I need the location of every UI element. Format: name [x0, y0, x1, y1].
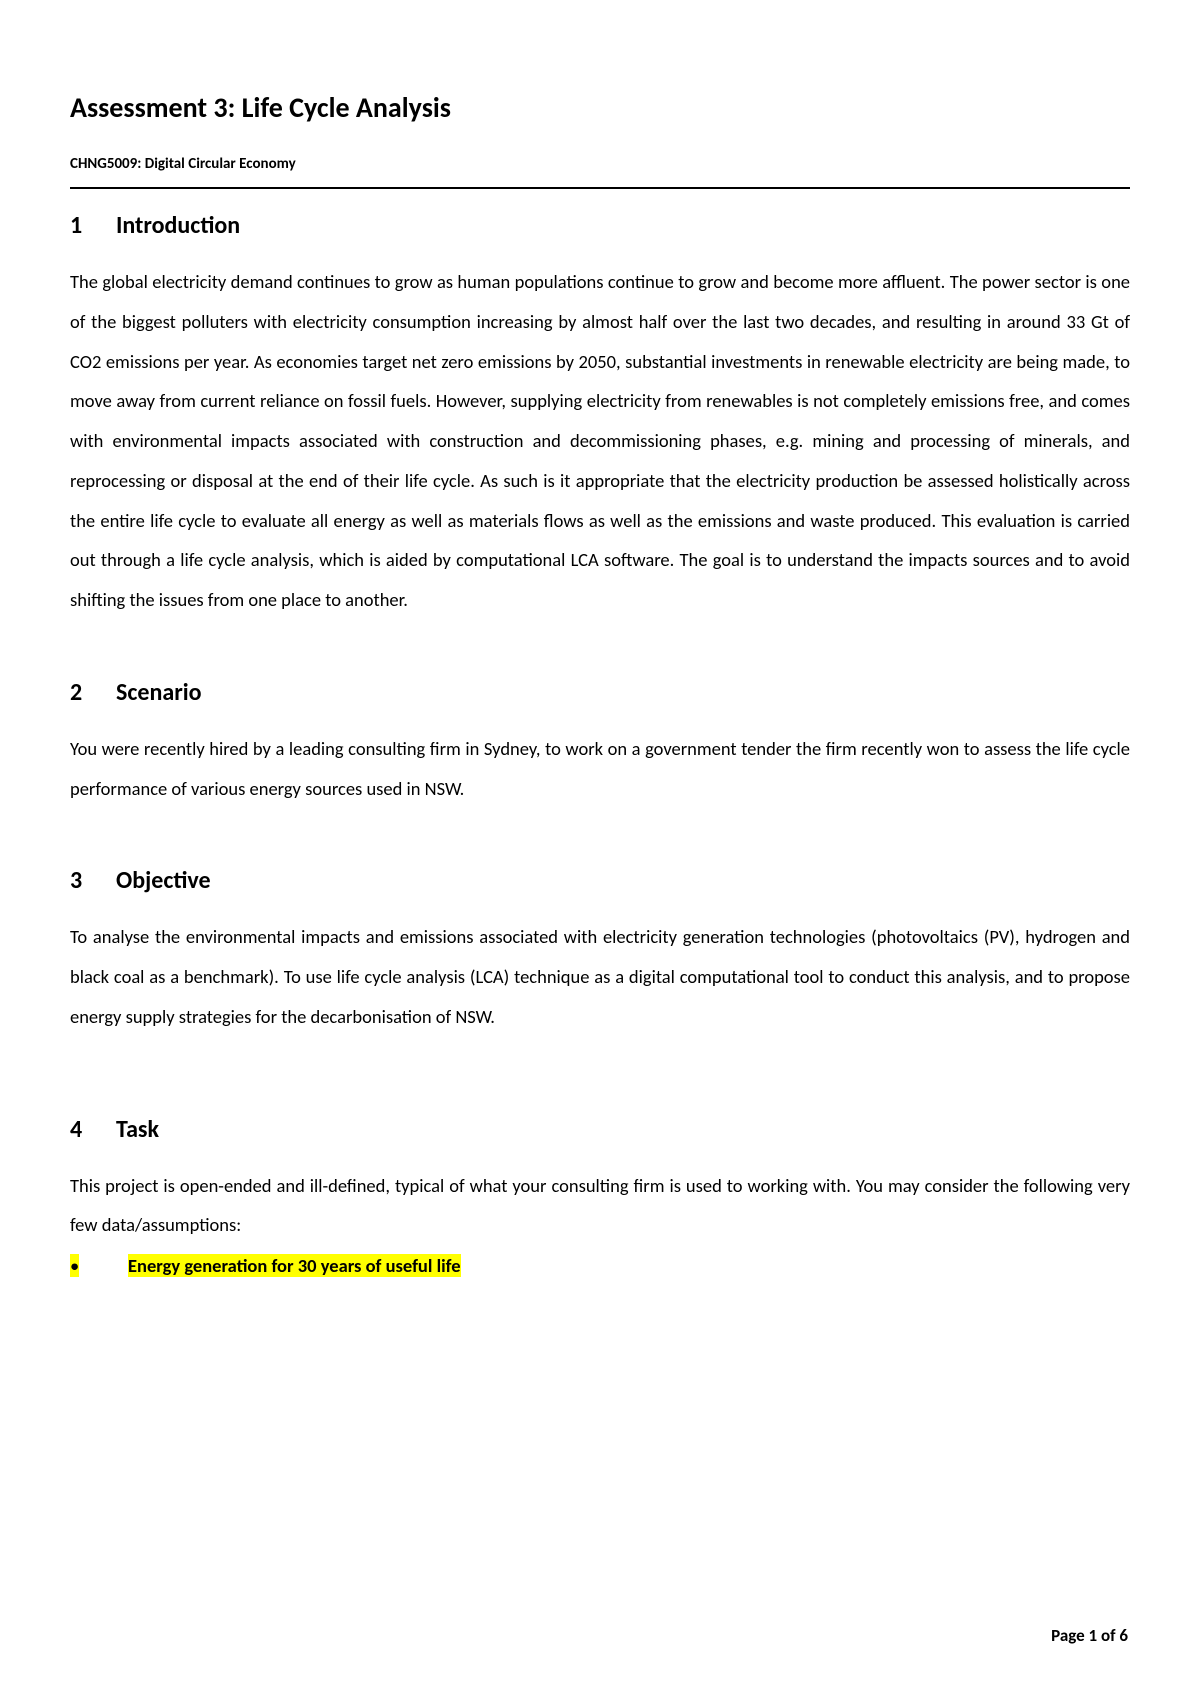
- section-body: The global electricity demand continues …: [70, 262, 1130, 620]
- section-title: Introduction: [116, 211, 240, 240]
- footer-current-page: 1: [1089, 1625, 1098, 1646]
- section-heading: 2 Scenario: [70, 678, 1130, 707]
- bullet-item: • Energy generation for 30 years of usef…: [70, 1251, 1130, 1281]
- section-title: Scenario: [116, 678, 202, 707]
- bullet-text: Energy generation for 30 years of useful…: [128, 1251, 461, 1281]
- course-code: CHNG5009: Digital Circular Economy: [70, 155, 1130, 173]
- footer-prefix: Page: [1051, 1625, 1088, 1646]
- section-objective: 3 Objective To analyse the environmental…: [70, 866, 1130, 1036]
- header-divider: [70, 187, 1130, 189]
- section-number: 4: [70, 1115, 116, 1144]
- section-title: Objective: [116, 866, 211, 895]
- section-title: Task: [116, 1115, 159, 1144]
- page-footer: Page 1 of 6: [1051, 1625, 1128, 1646]
- section-heading: 3 Objective: [70, 866, 1130, 895]
- footer-total-pages: 6: [1119, 1625, 1128, 1646]
- section-number: 3: [70, 866, 116, 895]
- section-number: 2: [70, 678, 116, 707]
- bullet-marker: •: [70, 1251, 128, 1281]
- section-heading: 4 Task: [70, 1115, 1130, 1144]
- document-title: Assessment 3: Life Cycle Analysis: [70, 90, 1130, 125]
- section-body: To analyse the environmental impacts and…: [70, 917, 1130, 1036]
- footer-separator: of: [1097, 1625, 1119, 1646]
- section-scenario: 2 Scenario You were recently hired by a …: [70, 678, 1130, 809]
- section-number: 1: [70, 211, 116, 240]
- section-task: 4 Task This project is open-ended and il…: [70, 1115, 1130, 1281]
- section-body: This project is open-ended and ill-defin…: [70, 1166, 1130, 1246]
- section-introduction: 1 Introduction The global electricity de…: [70, 211, 1130, 620]
- section-body: You were recently hired by a leading con…: [70, 729, 1130, 809]
- section-heading: 1 Introduction: [70, 211, 1130, 240]
